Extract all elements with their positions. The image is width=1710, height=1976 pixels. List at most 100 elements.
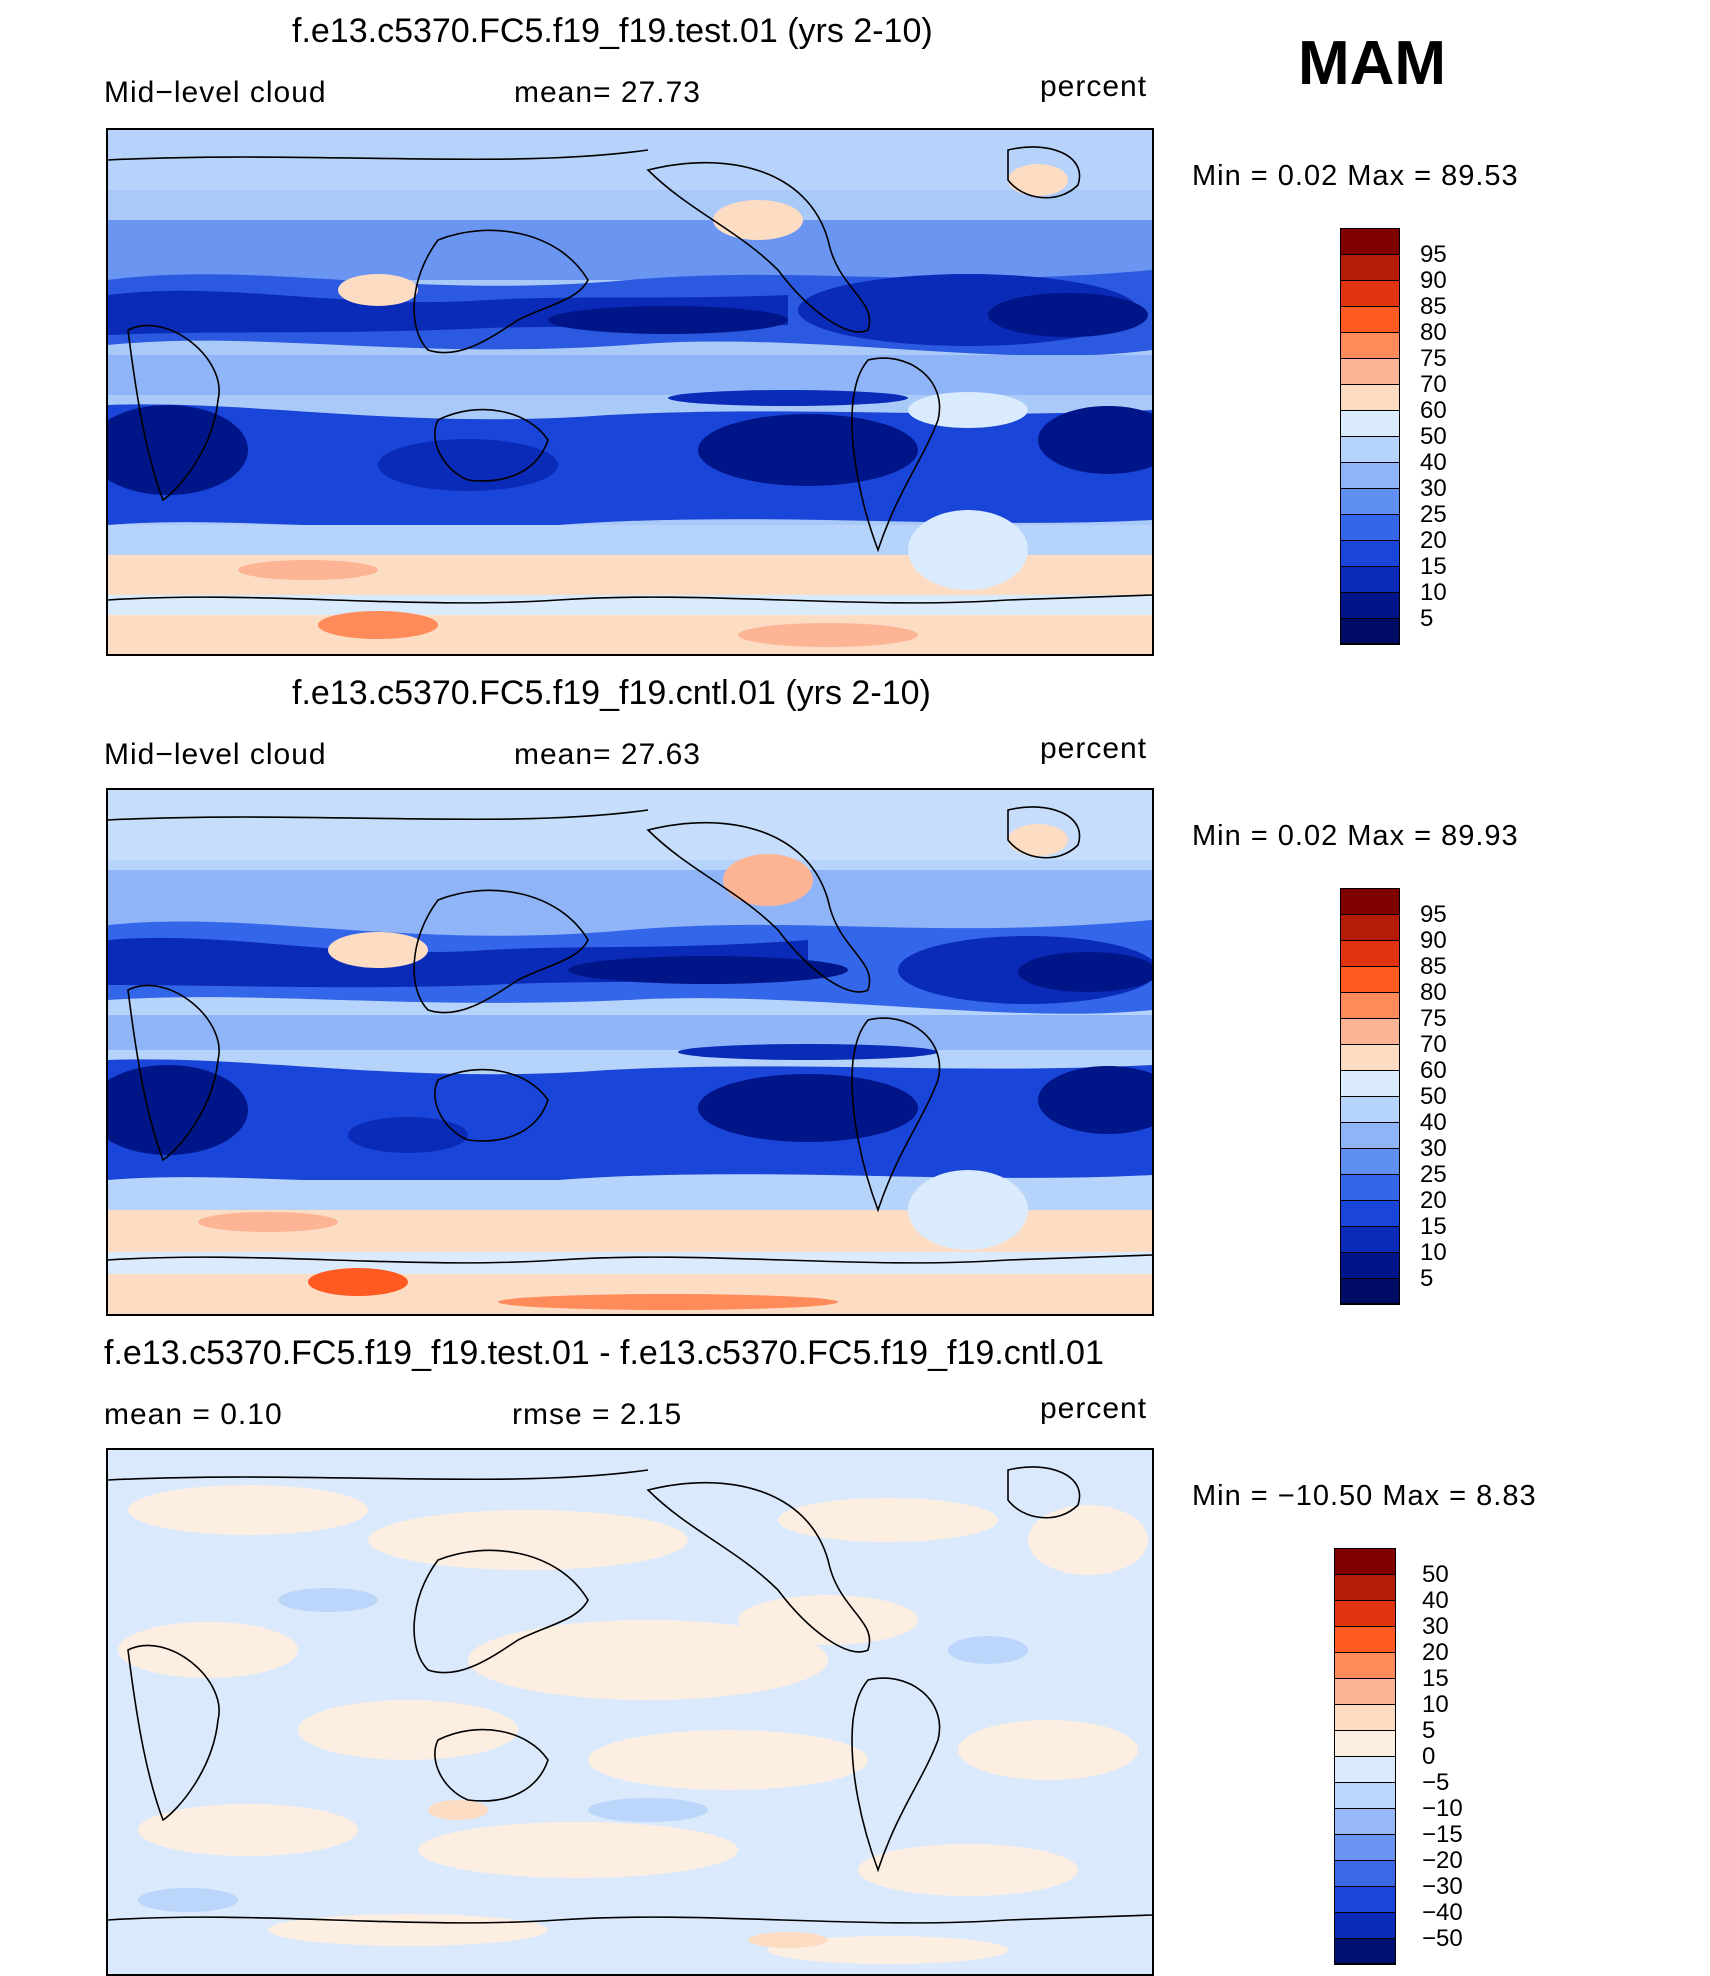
colorbar-label: 70 [1420, 1031, 1447, 1058]
panel-1-title: f.e13.c5370.FC5.f19_f19.test.01 (yrs 2-1… [292, 12, 933, 50]
colorbar-label: 20 [1420, 527, 1447, 554]
colorbar-label: −5 [1422, 1769, 1450, 1796]
colorbar-swatch [1340, 1200, 1400, 1227]
panel-1-min-max: Min = 0.02 Max = 89.53 [1192, 160, 1519, 192]
colorbar-swatch [1340, 1096, 1400, 1123]
colorbar-swatch [1340, 306, 1400, 333]
colorbar-swatch [1334, 1834, 1396, 1861]
colorbar-swatch [1340, 1226, 1400, 1253]
colorbar-label: −15 [1422, 1821, 1463, 1848]
colorbar-label: 90 [1420, 927, 1447, 954]
colorbar-label: 10 [1420, 579, 1447, 606]
colorbar-swatch [1334, 1808, 1396, 1835]
panel-2-variable-label: Mid−level cloud [104, 738, 327, 771]
colorbar-label: 40 [1422, 1587, 1449, 1614]
colorbar-label: 90 [1420, 267, 1447, 294]
colorbar-label: 10 [1422, 1691, 1449, 1718]
colorbar-swatch [1340, 228, 1400, 255]
panel-3-colorbar-box [1334, 1548, 1396, 1964]
colorbar-label: 30 [1420, 475, 1447, 502]
colorbar-swatch [1334, 1652, 1396, 1679]
colorbar-label: −50 [1422, 1925, 1463, 1952]
colorbar-swatch [1340, 592, 1400, 619]
panel-3-mean-label: mean = 0.10 [104, 1398, 283, 1431]
colorbar-label: 50 [1420, 423, 1447, 450]
colorbar-swatch [1334, 1600, 1396, 1627]
colorbar-label: 85 [1420, 293, 1447, 320]
colorbar-label: 25 [1420, 501, 1447, 528]
colorbar-label: 95 [1420, 901, 1447, 928]
colorbar-label: −20 [1422, 1847, 1463, 1874]
colorbar-swatch [1340, 540, 1400, 567]
colorbar-label: 0 [1422, 1743, 1436, 1770]
colorbar-swatch [1340, 332, 1400, 359]
colorbar-label: 95 [1420, 241, 1447, 268]
colorbar-swatch [1334, 1730, 1396, 1757]
panel-1-colorbar-box [1340, 228, 1400, 644]
colorbar-label: 5 [1422, 1717, 1436, 1744]
colorbar-swatch [1334, 1756, 1396, 1783]
panel-3-min-max: Min = −10.50 Max = 8.83 [1192, 1480, 1537, 1512]
colorbar-swatch [1340, 1174, 1400, 1201]
colorbar-swatch [1340, 254, 1400, 281]
colorbar-label: 15 [1420, 553, 1447, 580]
colorbar-label: −10 [1422, 1795, 1463, 1822]
colorbar-swatch [1340, 566, 1400, 593]
colorbar-label: 5 [1420, 1265, 1434, 1292]
colorbar-label: 5 [1420, 605, 1434, 632]
colorbar-swatch [1340, 1278, 1400, 1305]
colorbar-label: 10 [1420, 1239, 1447, 1266]
colorbar-label: 20 [1420, 1187, 1447, 1214]
colorbar-label: 30 [1420, 1135, 1447, 1162]
panel-2-min-max: Min = 0.02 Max = 89.93 [1192, 820, 1519, 852]
colorbar-swatch [1340, 436, 1400, 463]
colorbar-swatch [1334, 1938, 1396, 1965]
colorbar-swatch [1340, 914, 1400, 941]
panel-2-title: f.e13.c5370.FC5.f19_f19.cntl.01 (yrs 2-1… [292, 674, 931, 712]
colorbar-label: 70 [1420, 371, 1447, 398]
colorbar-swatch [1334, 1782, 1396, 1809]
colorbar-label: 50 [1422, 1561, 1449, 1588]
colorbar-swatch [1340, 888, 1400, 915]
colorbar-label: 80 [1420, 979, 1447, 1006]
colorbar-label: 15 [1422, 1665, 1449, 1692]
panel-2-units-label: percent [1040, 732, 1148, 765]
panel-1-units-label: percent [1040, 70, 1148, 103]
panel-1-variable-label: Mid−level cloud [104, 76, 327, 109]
colorbar-swatch [1340, 992, 1400, 1019]
panel-1-map [106, 128, 1154, 656]
colorbar-swatch [1340, 1070, 1400, 1097]
panel-3-rmse-label: rmse = 2.15 [512, 1398, 683, 1431]
colorbar-swatch [1334, 1860, 1396, 1887]
season-label: MAM [1298, 29, 1447, 98]
colorbar-swatch [1340, 1122, 1400, 1149]
colorbar-swatch [1340, 1252, 1400, 1279]
colorbar-label: −30 [1422, 1873, 1463, 1900]
colorbar-swatch [1334, 1678, 1396, 1705]
colorbar-label: 30 [1422, 1613, 1449, 1640]
colorbar-swatch [1340, 1148, 1400, 1175]
colorbar-swatch [1340, 410, 1400, 437]
colorbar-swatch [1340, 488, 1400, 515]
colorbar-swatch [1334, 1548, 1396, 1575]
panel-3-map [106, 1448, 1154, 1976]
colorbar-swatch [1340, 966, 1400, 993]
colorbar-swatch [1334, 1574, 1396, 1601]
colorbar-label: 25 [1420, 1161, 1447, 1188]
colorbar-swatch [1340, 280, 1400, 307]
colorbar-swatch [1340, 514, 1400, 541]
colorbar-label: 40 [1420, 1109, 1447, 1136]
colorbar-swatch [1340, 940, 1400, 967]
colorbar-label: 60 [1420, 1057, 1447, 1084]
colorbar-swatch [1340, 618, 1400, 645]
panel-3-units-label: percent [1040, 1392, 1148, 1425]
colorbar-swatch [1334, 1886, 1396, 1913]
panel-1-mean-label: mean= 27.73 [514, 76, 701, 109]
colorbar-label: 60 [1420, 397, 1447, 424]
colorbar-swatch [1340, 1018, 1400, 1045]
colorbar-label: 50 [1420, 1083, 1447, 1110]
colorbar-label: 75 [1420, 345, 1447, 372]
panel-2-colorbar-box [1340, 888, 1400, 1304]
colorbar-label: 15 [1420, 1213, 1447, 1240]
colorbar-label: 40 [1420, 449, 1447, 476]
